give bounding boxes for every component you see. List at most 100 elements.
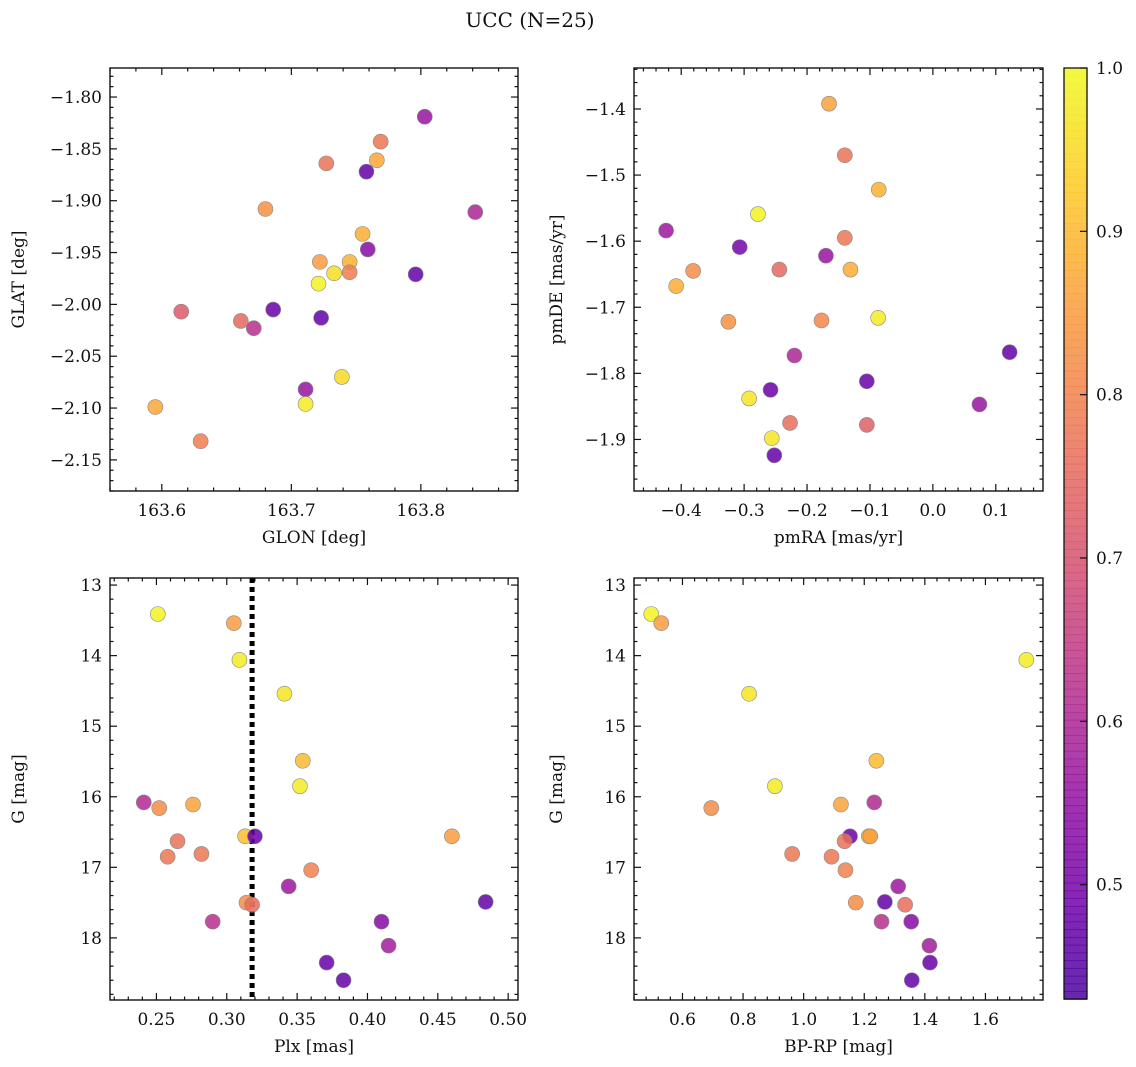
scatter-point	[784, 846, 800, 862]
colorbar-segment	[1064, 463, 1087, 473]
scatter-point	[837, 862, 854, 878]
colorbar-segment	[1064, 223, 1087, 232]
scatter-point	[720, 313, 737, 330]
colorbar-segment	[1064, 471, 1087, 480]
colorbar-segment	[1064, 238, 1087, 248]
y-tick-label: 14	[604, 647, 626, 667]
y-tick-label: −1.4	[585, 100, 626, 120]
colorbar-segment	[1064, 308, 1087, 318]
colorbar-segment	[1064, 145, 1087, 155]
colorbar-segment	[1064, 494, 1087, 504]
scatter-point	[643, 606, 660, 622]
scatter-point	[313, 310, 329, 326]
scatter-point	[903, 913, 920, 930]
colorbar-segment	[1064, 634, 1087, 643]
y-tick-label: 18	[80, 929, 102, 949]
colorbar-segment	[1064, 805, 1087, 814]
scatter-point	[280, 878, 297, 895]
colorbar-segment	[1064, 649, 1087, 659]
x-tick-label: 0.40	[349, 1010, 387, 1030]
figure-title: UCC (N=25)	[465, 8, 594, 32]
colorbar-segment	[1064, 774, 1087, 783]
scatter-panel-4: 0.6 0.8 1.0 1.2 1.4 1.6 13 14 15 16 17 18 BP-RP [mag…	[547, 576, 1044, 1057]
colorbar-tick-label: 0.8	[1096, 386, 1123, 406]
scatter-points	[147, 108, 484, 450]
scatter-points	[658, 95, 1018, 464]
colorbar-frame	[1063, 67, 1088, 1000]
colorbar-segment	[1064, 331, 1087, 341]
scatter-point	[870, 181, 887, 198]
scatter-point	[782, 415, 798, 431]
x-tick-label: 1.4	[911, 1010, 938, 1030]
colorbar-segment	[1064, 618, 1087, 628]
scatter-point	[862, 828, 879, 845]
colorbar-segment	[1064, 486, 1087, 496]
colorbar-segment	[1064, 277, 1087, 287]
scatter-point	[192, 433, 209, 450]
scatter-point	[173, 303, 190, 320]
colorbar-segment	[1064, 176, 1087, 186]
scatter-point	[741, 685, 757, 702]
scatter-point	[226, 615, 242, 631]
x-tick-label: 0.50	[489, 1010, 527, 1030]
y-tick-label: −2.10	[50, 399, 102, 419]
colorbar-segment	[1064, 580, 1087, 589]
scatter-point	[842, 261, 859, 278]
scatter-point	[813, 312, 830, 329]
scatter-points	[643, 606, 1035, 989]
y-tick-label: −1.8	[585, 364, 626, 384]
colorbar-segment	[1064, 890, 1087, 899]
colorbar-segment	[1064, 572, 1087, 581]
scatter-point	[334, 369, 350, 385]
colorbar-segment	[1064, 851, 1087, 861]
colorbar-segment	[1064, 68, 1087, 77]
colorbar-segment	[1064, 285, 1087, 294]
x-tick-label: 163.8	[397, 501, 446, 521]
scatter-point	[265, 301, 282, 318]
colorbar-segment	[1064, 440, 1087, 449]
colorbar-segment	[1064, 711, 1087, 721]
scatter-point	[847, 894, 864, 911]
colorbar-segment	[1064, 766, 1087, 775]
x-tick-label: 0.6	[669, 1010, 696, 1030]
colorbar-segment	[1064, 556, 1087, 566]
colorbar-segment	[1064, 386, 1087, 395]
colorbar-segment	[1064, 130, 1087, 139]
colorbar-segment	[1064, 409, 1087, 418]
x-tick-label: 0.30	[208, 1010, 246, 1030]
scatter-point	[477, 894, 494, 910]
colorbar-segment	[1064, 137, 1087, 147]
scatter-point	[326, 265, 342, 282]
scatter-point	[310, 275, 327, 292]
scatter-point	[318, 954, 335, 971]
x-tick-label: −0.2	[786, 501, 827, 521]
scatter-point	[372, 133, 389, 150]
y-tick-label: −1.80	[50, 88, 102, 108]
y-axis-label: pmDE [mas/yr]	[547, 214, 567, 344]
colorbar-segment	[1064, 417, 1087, 426]
scatter-point	[823, 848, 840, 865]
colorbar-segment	[1064, 479, 1087, 488]
colorbar-segment	[1064, 874, 1087, 884]
colorbar-segment	[1064, 859, 1087, 868]
colorbar-segment	[1064, 432, 1087, 442]
colorbar-segment	[1064, 541, 1087, 550]
axis-ticks	[634, 68, 1043, 491]
colorbar-tick-label: 0.5	[1096, 876, 1123, 896]
colorbar-segment	[1064, 355, 1087, 364]
scatter-point	[818, 247, 834, 264]
colorbar-segment	[1064, 339, 1087, 349]
y-tick-label: −1.6	[585, 232, 626, 252]
colorbar-segment	[1064, 944, 1087, 954]
colorbar-segment	[1064, 665, 1087, 674]
scatter-point	[380, 937, 397, 954]
scatter-point	[859, 373, 875, 390]
colorbar-segment	[1064, 75, 1087, 85]
colorbar-segment	[1064, 812, 1087, 822]
colorbar-segment	[1064, 611, 1087, 620]
colorbar-segment	[1064, 742, 1087, 752]
scatter-point	[922, 954, 938, 971]
y-tick-label: 13	[604, 576, 626, 596]
scatter-point	[873, 913, 890, 930]
x-tick-label: 1.2	[851, 1010, 878, 1030]
